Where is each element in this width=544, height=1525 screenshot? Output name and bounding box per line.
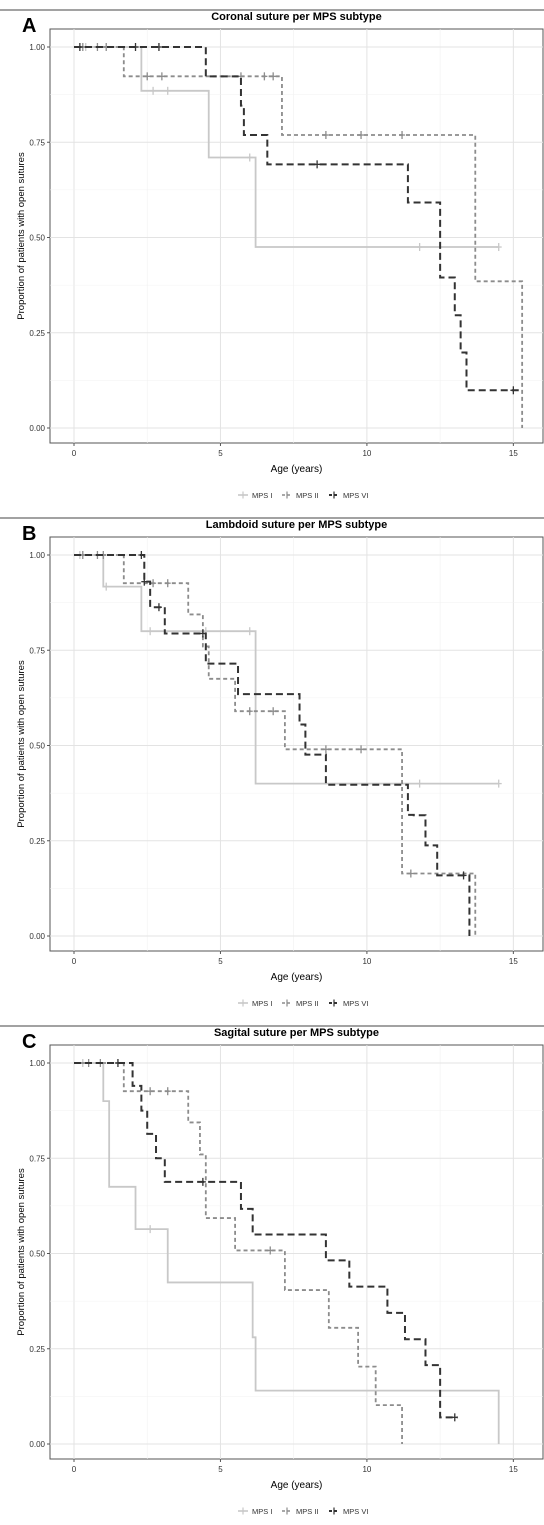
legend-label: MPS II [296,1507,319,1516]
plot-area [49,536,544,952]
y-tick-label: 0.00 [29,1440,45,1449]
y-axis-label: Proportion of patients with open sutures [16,152,27,320]
series-mps-vi [74,43,520,395]
x-tick-label: 5 [218,449,223,458]
x-tick-label: 15 [509,957,518,966]
legend-label: MPS I [252,999,272,1008]
y-tick-label: 0.50 [29,742,45,751]
chart-title: Coronal suture per MPS subtype [211,11,382,23]
y-axis-label: Proportion of patients with open sutures [16,1168,27,1336]
chart-title: Lambdoid suture per MPS subtype [206,519,388,531]
panel-c: 0.00 0.25 0.50 0.75 1.00 0 5 10 15 C Sagital sutur… [0,1025,544,1516]
y-tick-label: 1.00 [29,43,45,52]
x-tick-label: 10 [362,449,371,458]
km-step-line [74,46,520,392]
legend: MPS I MPS II MPS VI [238,999,368,1008]
km-step-line [74,46,524,428]
y-tick-label: 0.50 [29,234,45,243]
panel-letter: B [22,523,36,545]
km-step-line [74,554,499,785]
km-step-line [74,1062,458,1419]
y-tick-label: 0.00 [29,932,45,941]
legend: MPS I MPS II MPS VI [238,491,368,500]
x-tick-label: 0 [72,1465,77,1474]
x-tick-label: 10 [362,957,371,966]
x-axis-label: Age (years) [271,972,323,983]
x-tick-label: 15 [509,1465,518,1474]
y-tick-label: 0.75 [29,646,45,655]
x-axis-label: Age (years) [271,464,323,475]
plot-area [49,28,544,444]
legend: MPS I MPS II MPS VI [238,1507,368,1516]
grid [50,1045,543,1459]
series-mps-ii [74,43,524,428]
y-tick-label: 0.25 [29,1345,45,1354]
grid [50,29,543,443]
km-step-line [74,554,471,936]
km-step-line [74,1062,500,1444]
x-tick-label: 0 [72,449,77,458]
y-tick-label: 0.00 [29,424,45,433]
x-tick-label: 10 [362,1465,371,1474]
y-tick-label: 0.75 [29,138,45,147]
plot-area [49,1044,544,1460]
legend-label: MPS VI [343,999,368,1008]
y-tick-label: 0.25 [29,329,45,338]
series-mps-ii [74,551,477,936]
series-mps-i [74,551,502,788]
series-mps-i [74,43,502,252]
panel-a: 0.00 0.25 0.50 0.75 1.00 0 5 10 15 A Coronal sutur… [0,9,544,500]
series-mps-vi [74,551,471,936]
grid [50,537,543,951]
y-tick-label: 1.00 [29,1059,45,1068]
legend-label: MPS I [252,1507,272,1516]
series-mps-vi [74,1059,458,1422]
panel-letter: A [22,15,36,37]
legend-label: MPS II [296,491,319,500]
x-axis-label: Age (years) [271,1480,323,1491]
x-tick-label: 15 [509,449,518,458]
panel-letter: C [22,1031,36,1053]
y-tick-label: 1.00 [29,551,45,560]
x-tick-label: 5 [218,1465,223,1474]
legend-label: MPS VI [343,491,368,500]
y-tick-label: 0.75 [29,1154,45,1163]
y-axis-label: Proportion of patients with open sutures [16,660,27,828]
km-step-line [74,46,499,248]
legend-label: MPS I [252,491,272,500]
x-tick-label: 5 [218,957,223,966]
chart-title: Sagital suture per MPS subtype [214,1027,379,1039]
x-tick-label: 0 [72,957,77,966]
y-tick-label: 0.25 [29,837,45,846]
y-tick-label: 0.50 [29,1250,45,1259]
legend-label: MPS II [296,999,319,1008]
legend-label: MPS VI [343,1507,368,1516]
panel-b: 0.00 0.25 0.50 0.75 1.00 0 5 10 15 B Lambdoid sutu… [0,517,544,1008]
